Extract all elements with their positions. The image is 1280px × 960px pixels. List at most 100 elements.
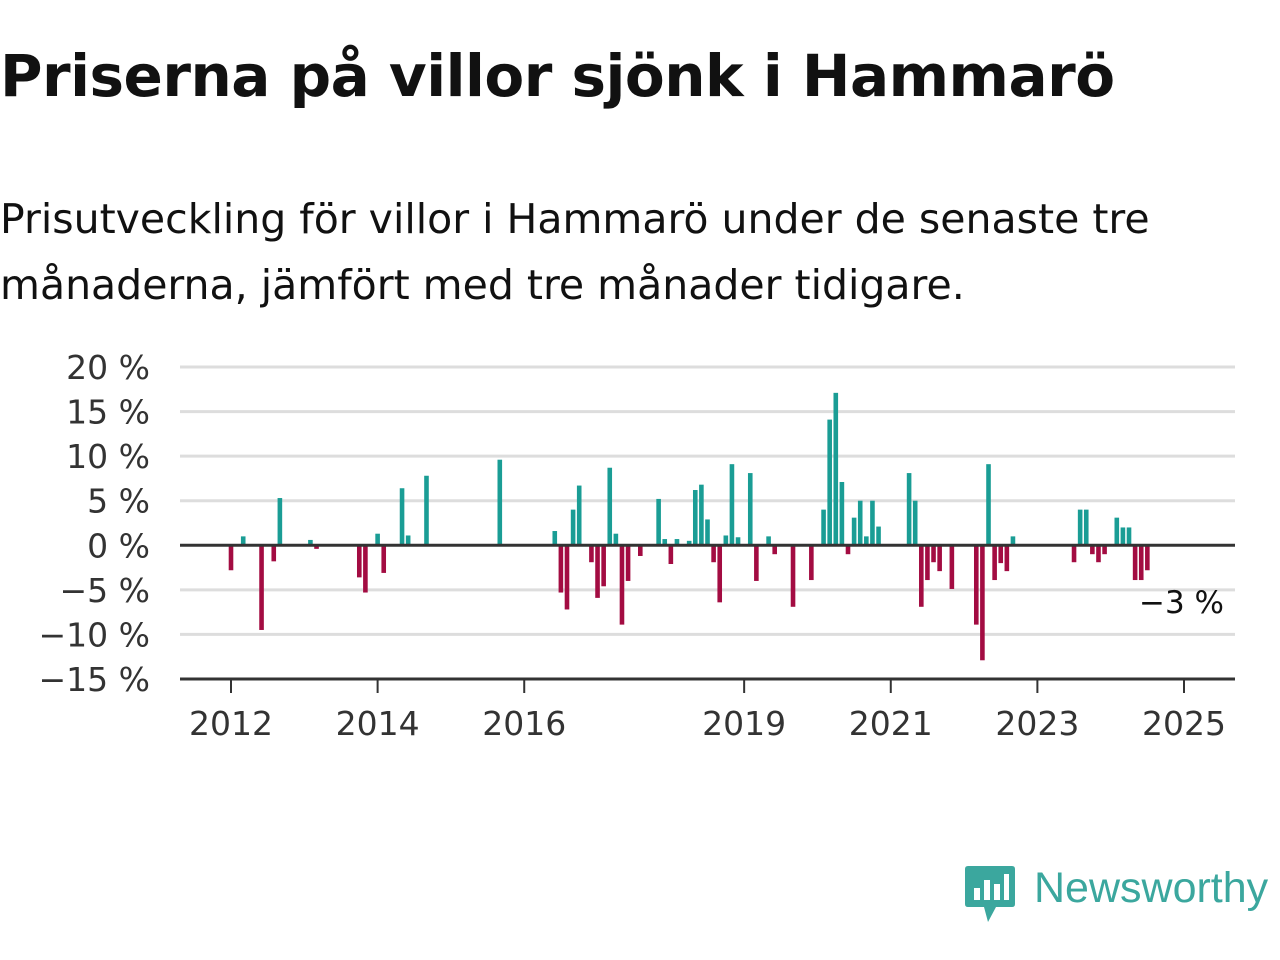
bar [754,545,759,581]
y-tick-label: 15 % [66,393,150,432]
bar [766,536,771,546]
bar [809,545,814,581]
bar [876,526,881,546]
chart-subtitle: Prisutveckling för villor i Hammarö unde… [0,195,1150,309]
latest-value-label: −3 % [1139,585,1224,621]
bar [1010,536,1016,546]
newsworthy-logo: Newsworthy [964,864,1274,928]
bar [851,517,857,546]
y-tick-label: −15 % [39,660,151,699]
x-tick-label: 2025 [1142,704,1226,743]
bar [747,473,753,546]
bar [656,498,661,546]
bar [601,545,606,587]
bar [827,419,832,546]
bar [662,539,668,546]
bar [833,392,839,546]
bar [919,545,924,607]
bar [308,539,313,546]
bar [1138,545,1144,581]
x-tick-label: 2012 [189,704,273,743]
bar [552,531,558,546]
bar [570,509,576,546]
bar [912,500,918,546]
bar [405,535,411,546]
bar [1102,545,1107,555]
bar [375,533,380,546]
bar [1126,527,1132,546]
bar [686,540,692,546]
bar [381,545,387,573]
bar [772,545,777,555]
bar [906,473,912,546]
bar [228,545,234,571]
y-tick-label: 10 % [66,437,150,476]
bar [424,475,429,546]
x-axis: 2012 2014 2016 2019 2021 2023 2025 [180,677,1235,743]
newsworthy-logo-text: Newsworthy [1034,864,1269,912]
newsworthy-logo-icon [965,866,1015,922]
bar [497,459,503,546]
y-tick-label: −5 % [60,571,151,610]
bar [790,545,796,607]
bar [1145,545,1150,571]
bar [1096,545,1101,563]
bar [625,545,631,581]
bar [717,545,723,603]
bar [937,545,942,572]
bar [613,533,619,546]
bar [399,488,405,546]
bar [668,545,674,565]
x-tick-label: 2014 [336,704,420,743]
bar [674,539,680,546]
bar [1090,545,1095,555]
bar [692,490,698,546]
bar [925,545,930,581]
bar [864,536,869,546]
bar [735,537,741,546]
bar [1077,509,1083,546]
x-tick-label: 2023 [995,704,1079,743]
chart-title: Priserna på villor sjönk i Hammarö [0,42,1115,110]
bar [705,519,710,546]
bar [589,545,594,563]
bar [558,545,564,593]
bar [711,545,716,563]
bar [595,545,600,598]
y-tick-label: 5 % [87,482,150,521]
bar [363,545,368,593]
grid-lines [180,365,1235,636]
bar [973,545,979,625]
bar [1083,509,1089,546]
bar [1132,545,1138,581]
x-tick-label: 2021 [849,704,933,743]
bar [576,485,582,546]
y-tick-label: 0 % [87,526,150,565]
bar [1114,517,1120,546]
y-tick-label: −10 % [39,615,151,654]
bar [870,500,875,546]
bars [228,392,1150,661]
bar [1004,545,1010,572]
bar [619,545,625,625]
bar [259,545,264,630]
bar [356,545,362,578]
bar [699,484,704,546]
bar [949,545,955,589]
bar [1071,545,1077,563]
y-tick-label: 20 % [66,348,150,387]
x-tick-label: 2019 [702,704,786,743]
bar [723,535,729,546]
bar [986,464,991,546]
bar [729,464,735,546]
bar [607,467,613,546]
bar [277,498,283,546]
y-axis-ticks: 20 % 15 % 10 % 5 % 0 % −5 % −10 % −15 % [39,348,151,699]
bar-chart: 20 % 15 % 10 % 5 % 0 % −5 % −10 % −15 % 2012 201… [39,348,1235,743]
bar [839,481,845,546]
bar [857,500,863,546]
bar [638,545,643,556]
bar [980,545,985,661]
bar [240,536,246,546]
bar [845,545,851,555]
